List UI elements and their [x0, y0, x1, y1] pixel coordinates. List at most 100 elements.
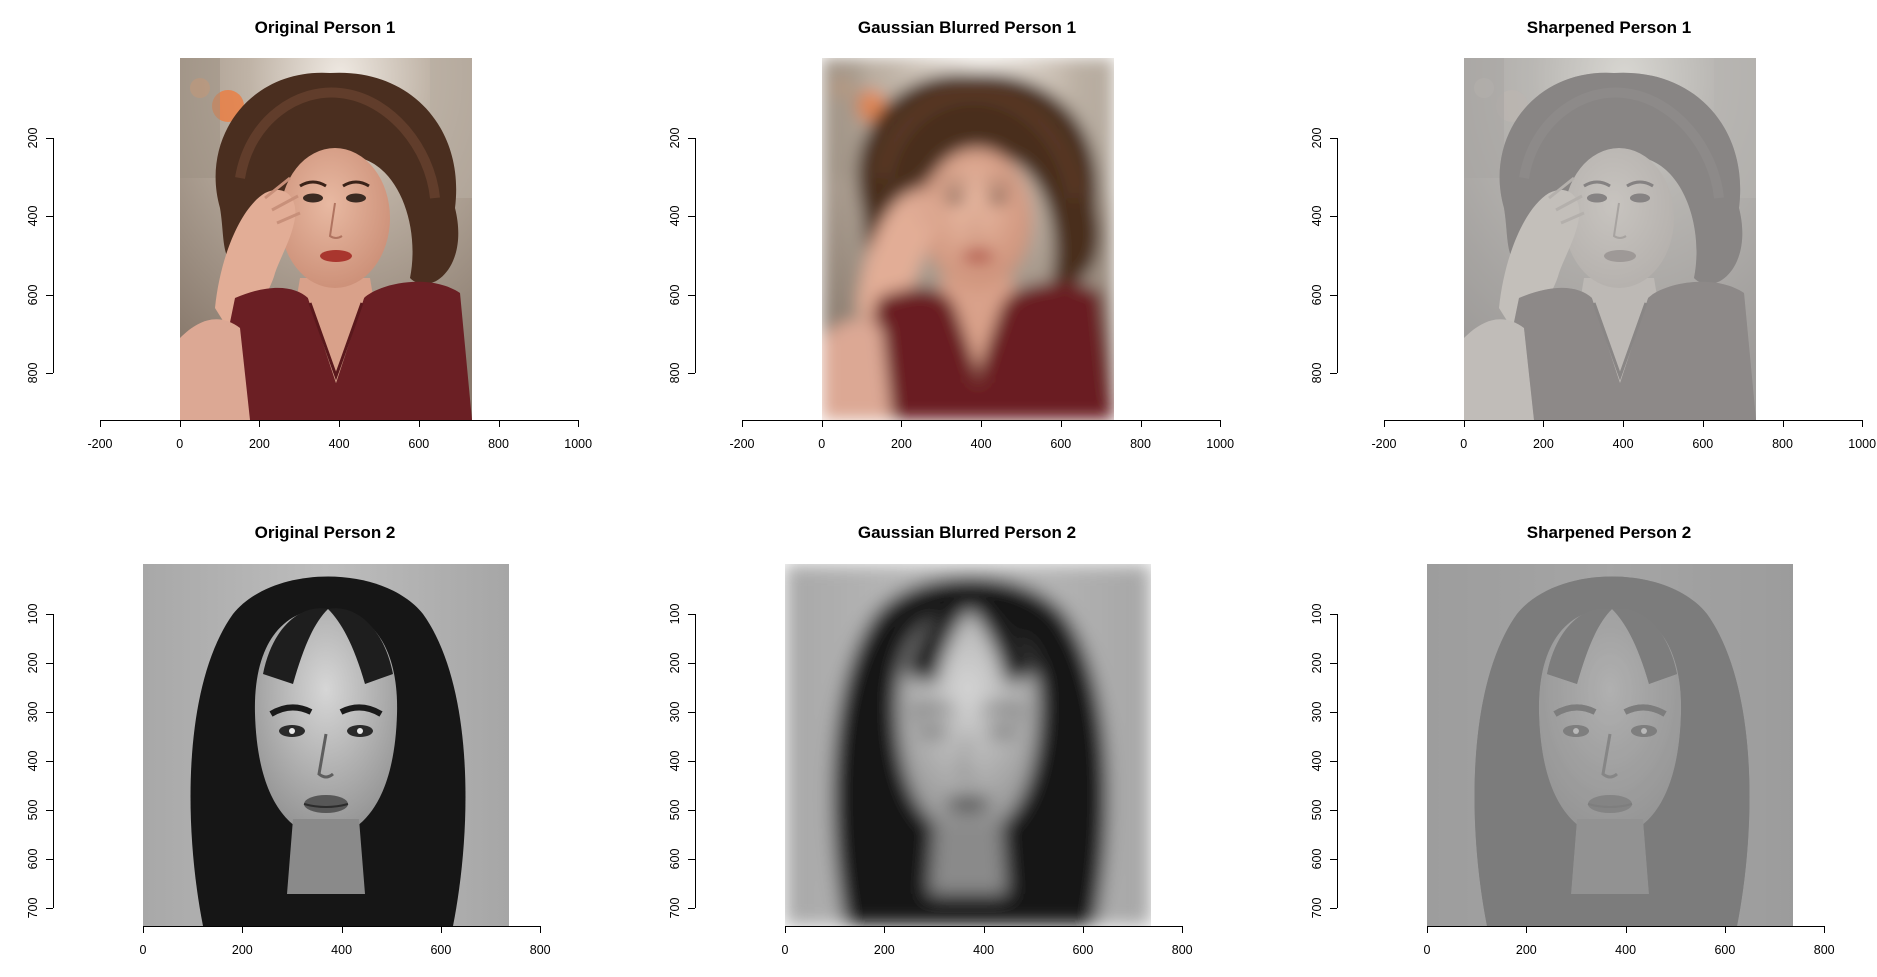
x-tick	[1526, 926, 1528, 933]
x-tick	[259, 420, 261, 427]
y-tick	[688, 761, 695, 762]
x-tick-label: 0	[1423, 943, 1431, 957]
y-tick-label: 600	[668, 284, 682, 306]
x-tick-label: 200	[1532, 437, 1554, 451]
x-tick-label: 400	[331, 943, 353, 957]
y-axis-line	[695, 138, 696, 373]
x-tick-label: -200	[87, 437, 113, 451]
portrait-image-person-1	[180, 58, 472, 420]
x-tick-label: 200	[248, 437, 270, 451]
y-axis-line	[1337, 614, 1338, 908]
y-tick	[46, 216, 53, 217]
y-tick	[46, 138, 53, 139]
x-tick	[1623, 420, 1625, 427]
portrait-image-person-1	[1464, 58, 1756, 420]
y-tick-label: 400	[668, 750, 682, 772]
y-tick	[46, 373, 53, 374]
y-tick	[688, 295, 695, 296]
x-tick	[1220, 420, 1222, 427]
x-tick-label: 0	[781, 943, 789, 957]
x-axis-line	[100, 420, 578, 421]
x-tick	[1463, 420, 1465, 427]
y-tick-label: 200	[26, 652, 40, 674]
panel-title: Sharpened Person 1	[1526, 18, 1692, 37]
x-tick-label: 200	[1515, 943, 1537, 957]
x-tick-label: 1000	[564, 437, 593, 451]
x-tick	[1060, 420, 1062, 427]
portrait-image-person-2	[143, 564, 509, 926]
x-axis-line	[143, 926, 540, 927]
y-tick	[1330, 295, 1337, 296]
x-tick-label: 800	[529, 943, 551, 957]
y-tick-label: 500	[668, 799, 682, 821]
y-axis-line	[53, 138, 54, 373]
x-tick-label: 400	[1612, 437, 1634, 451]
y-tick	[1330, 614, 1337, 615]
portrait-image-person-2	[1427, 564, 1793, 926]
y-tick-label: 200	[1310, 652, 1324, 674]
y-tick-label: 400	[26, 750, 40, 772]
x-tick	[179, 420, 181, 427]
x-tick-label: 400	[970, 437, 992, 451]
panel-title: Gaussian Blurred Person 2	[857, 523, 1077, 542]
y-tick	[1330, 908, 1337, 909]
panel-title: Original Person 1	[254, 18, 396, 37]
x-tick	[1384, 420, 1385, 427]
y-tick-label: 400	[26, 205, 40, 227]
y-tick-label: 200	[668, 127, 682, 149]
panel-title: Gaussian Blurred Person 1	[857, 18, 1077, 37]
y-tick	[46, 810, 53, 811]
y-tick-label: 300	[26, 701, 40, 723]
x-tick-label: 600	[408, 437, 430, 451]
y-tick	[688, 712, 695, 713]
x-tick-label: 600	[1692, 437, 1714, 451]
x-tick	[341, 926, 343, 933]
y-tick-label: 700	[1310, 897, 1324, 919]
x-tick-label: 800	[1130, 437, 1151, 451]
x-tick-label: 800	[488, 437, 509, 451]
y-tick-label: 600	[26, 848, 40, 870]
x-tick	[339, 420, 341, 427]
y-tick-label: 500	[1310, 799, 1324, 821]
x-tick-label: 800	[1813, 943, 1835, 957]
y-tick-label: 100	[1310, 603, 1324, 625]
y-tick	[46, 712, 53, 713]
y-tick-label: 600	[668, 848, 682, 870]
x-tick-label: 1000	[1848, 437, 1877, 451]
x-tick	[1543, 420, 1545, 427]
y-tick	[1330, 859, 1337, 860]
x-tick	[1862, 420, 1864, 427]
panel-title: Sharpened Person 2	[1526, 523, 1692, 542]
x-tick	[100, 420, 101, 427]
y-tick-label: 700	[668, 897, 682, 919]
x-tick	[901, 420, 903, 427]
y-tick	[1330, 216, 1337, 217]
y-tick-label: 400	[668, 205, 682, 227]
y-tick-label: 600	[1310, 284, 1324, 306]
y-tick-label: 200	[668, 652, 682, 674]
x-tick-label: 400	[1615, 943, 1637, 957]
y-tick-label: 100	[26, 603, 40, 625]
y-tick-label: 400	[1310, 205, 1324, 227]
y-tick	[1330, 138, 1337, 139]
x-tick-label: 800	[1171, 943, 1193, 957]
y-tick-label: 300	[668, 701, 682, 723]
x-tick	[1140, 420, 1142, 427]
x-tick	[578, 420, 580, 427]
x-tick-label: 200	[873, 943, 895, 957]
x-tick-label: 400	[328, 437, 350, 451]
x-tick	[1625, 926, 1627, 933]
x-axis-line	[1427, 926, 1824, 927]
y-tick-label: 500	[26, 799, 40, 821]
x-tick-label: 0	[139, 943, 147, 957]
y-tick-label: 600	[1310, 848, 1324, 870]
x-tick-label: 600	[1072, 943, 1094, 957]
x-tick-label: 0	[818, 437, 826, 451]
y-tick	[46, 859, 53, 860]
x-tick-label: 200	[231, 943, 253, 957]
x-tick	[1782, 420, 1784, 427]
y-tick	[688, 810, 695, 811]
